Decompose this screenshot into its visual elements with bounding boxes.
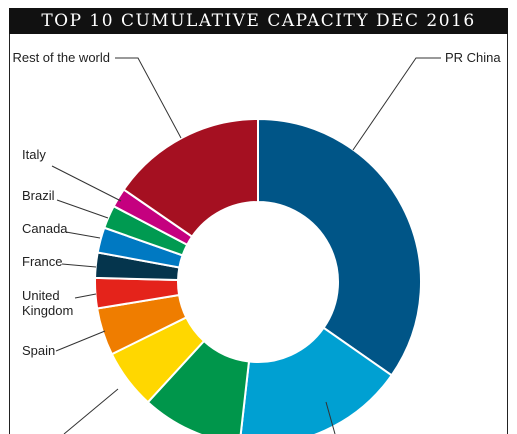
label-france: France (22, 254, 62, 269)
label-italy: Italy (22, 147, 46, 162)
chart-title: TOP 10 CUMULATIVE CAPACITY DEC 2016 (9, 8, 508, 34)
label-brazil: Brazil (22, 188, 55, 203)
donut-slices (94, 117, 422, 434)
leader-lines (51, 57, 441, 434)
leader-line-brazil (56, 199, 109, 219)
leader-line-pr-china (352, 57, 441, 151)
frame-left-border (9, 34, 10, 434)
label-rest-of-world: Rest of the world (12, 50, 110, 65)
leader-line-bottom-right (325, 401, 336, 434)
leader-line-italy (51, 165, 122, 202)
leader-line-canada (65, 231, 101, 239)
label-pr-china: PR China (445, 50, 501, 65)
leader-line-france (61, 263, 97, 268)
leader-line-uk (74, 293, 97, 299)
label-kingdom: Kingdom (22, 303, 73, 318)
label-united: United (22, 288, 60, 303)
slice-unlabeled-1 (239, 326, 394, 434)
label-spain: Spain (22, 343, 55, 358)
label-canada: Canada (22, 221, 68, 236)
slice-pr-china (257, 117, 422, 377)
frame-right-border (507, 34, 508, 434)
slice-labels: PR China Rest of the world Italy Brazil … (12, 50, 501, 358)
leader-line-spain (55, 330, 106, 352)
leader-line-rest-of-world (115, 57, 182, 139)
slice-rest-of-the-world (122, 117, 259, 239)
leader-line-bottom-left (63, 388, 119, 434)
